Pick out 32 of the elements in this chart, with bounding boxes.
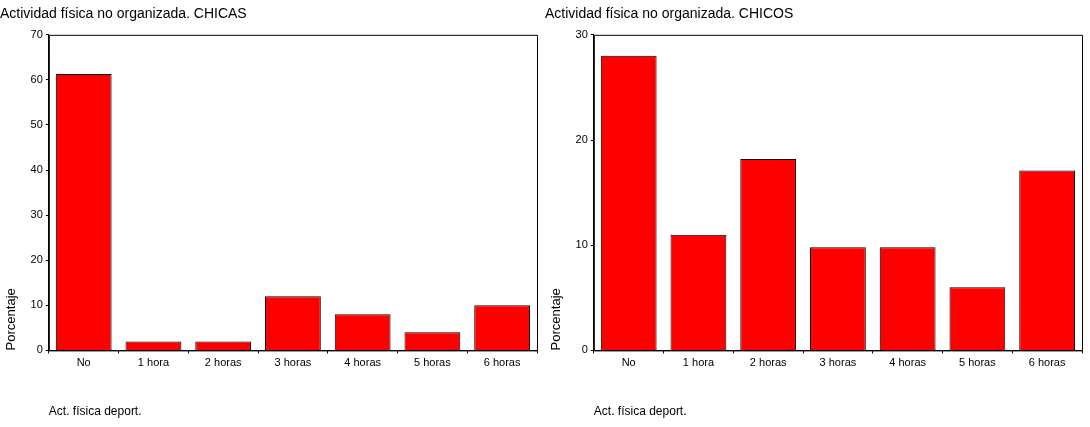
x-tick-label: 4 horas [889, 356, 927, 369]
x-tick-label: 1 hora [682, 356, 715, 369]
y-tick-label: 0 [36, 343, 43, 356]
x-tick-label: 2 horas [204, 356, 243, 369]
y-tick-label: 30 [575, 27, 588, 40]
y-tick-label: 10 [30, 298, 43, 311]
y-tick-label: 10 [575, 238, 588, 251]
x-tick-label: 6 horas [1028, 356, 1066, 369]
y-tick-label: 40 [30, 163, 43, 176]
x-axis-title: Act. física deport. [48, 404, 142, 419]
x-tick-label: No [76, 356, 91, 369]
x-tick-label: No [621, 356, 636, 369]
x-tick-label: 6 horas [483, 356, 521, 369]
x-tick-label: 3 horas [819, 356, 857, 369]
y-axis-title: Porcentaje [3, 288, 19, 351]
x-tick-label: 1 hora [137, 356, 170, 369]
chart-title: Actividad física no organizada. CHICAS [0, 5, 247, 22]
y-tick-label: 20 [30, 253, 43, 266]
x-tick-label: 5 horas [414, 356, 452, 369]
y-tick-label: 50 [30, 118, 43, 130]
y-tick-label: 20 [575, 133, 588, 146]
y-tick-label: 30 [30, 208, 43, 221]
x-tick-label: 5 horas [959, 356, 997, 369]
x-tick-label: 3 horas [274, 356, 312, 369]
x-tick-label: 2 horas [749, 356, 788, 369]
x-tick-label: 4 horas [344, 356, 382, 369]
y-tick-label: 60 [30, 72, 43, 85]
y-tick-label: 70 [30, 27, 43, 40]
y-axis-title: Porcentaje [548, 288, 564, 351]
chart-title: Actividad física no organizada. CHICOS [545, 5, 794, 22]
y-tick-label: 0 [581, 343, 588, 356]
x-axis-title: Act. física deport. [593, 404, 687, 419]
